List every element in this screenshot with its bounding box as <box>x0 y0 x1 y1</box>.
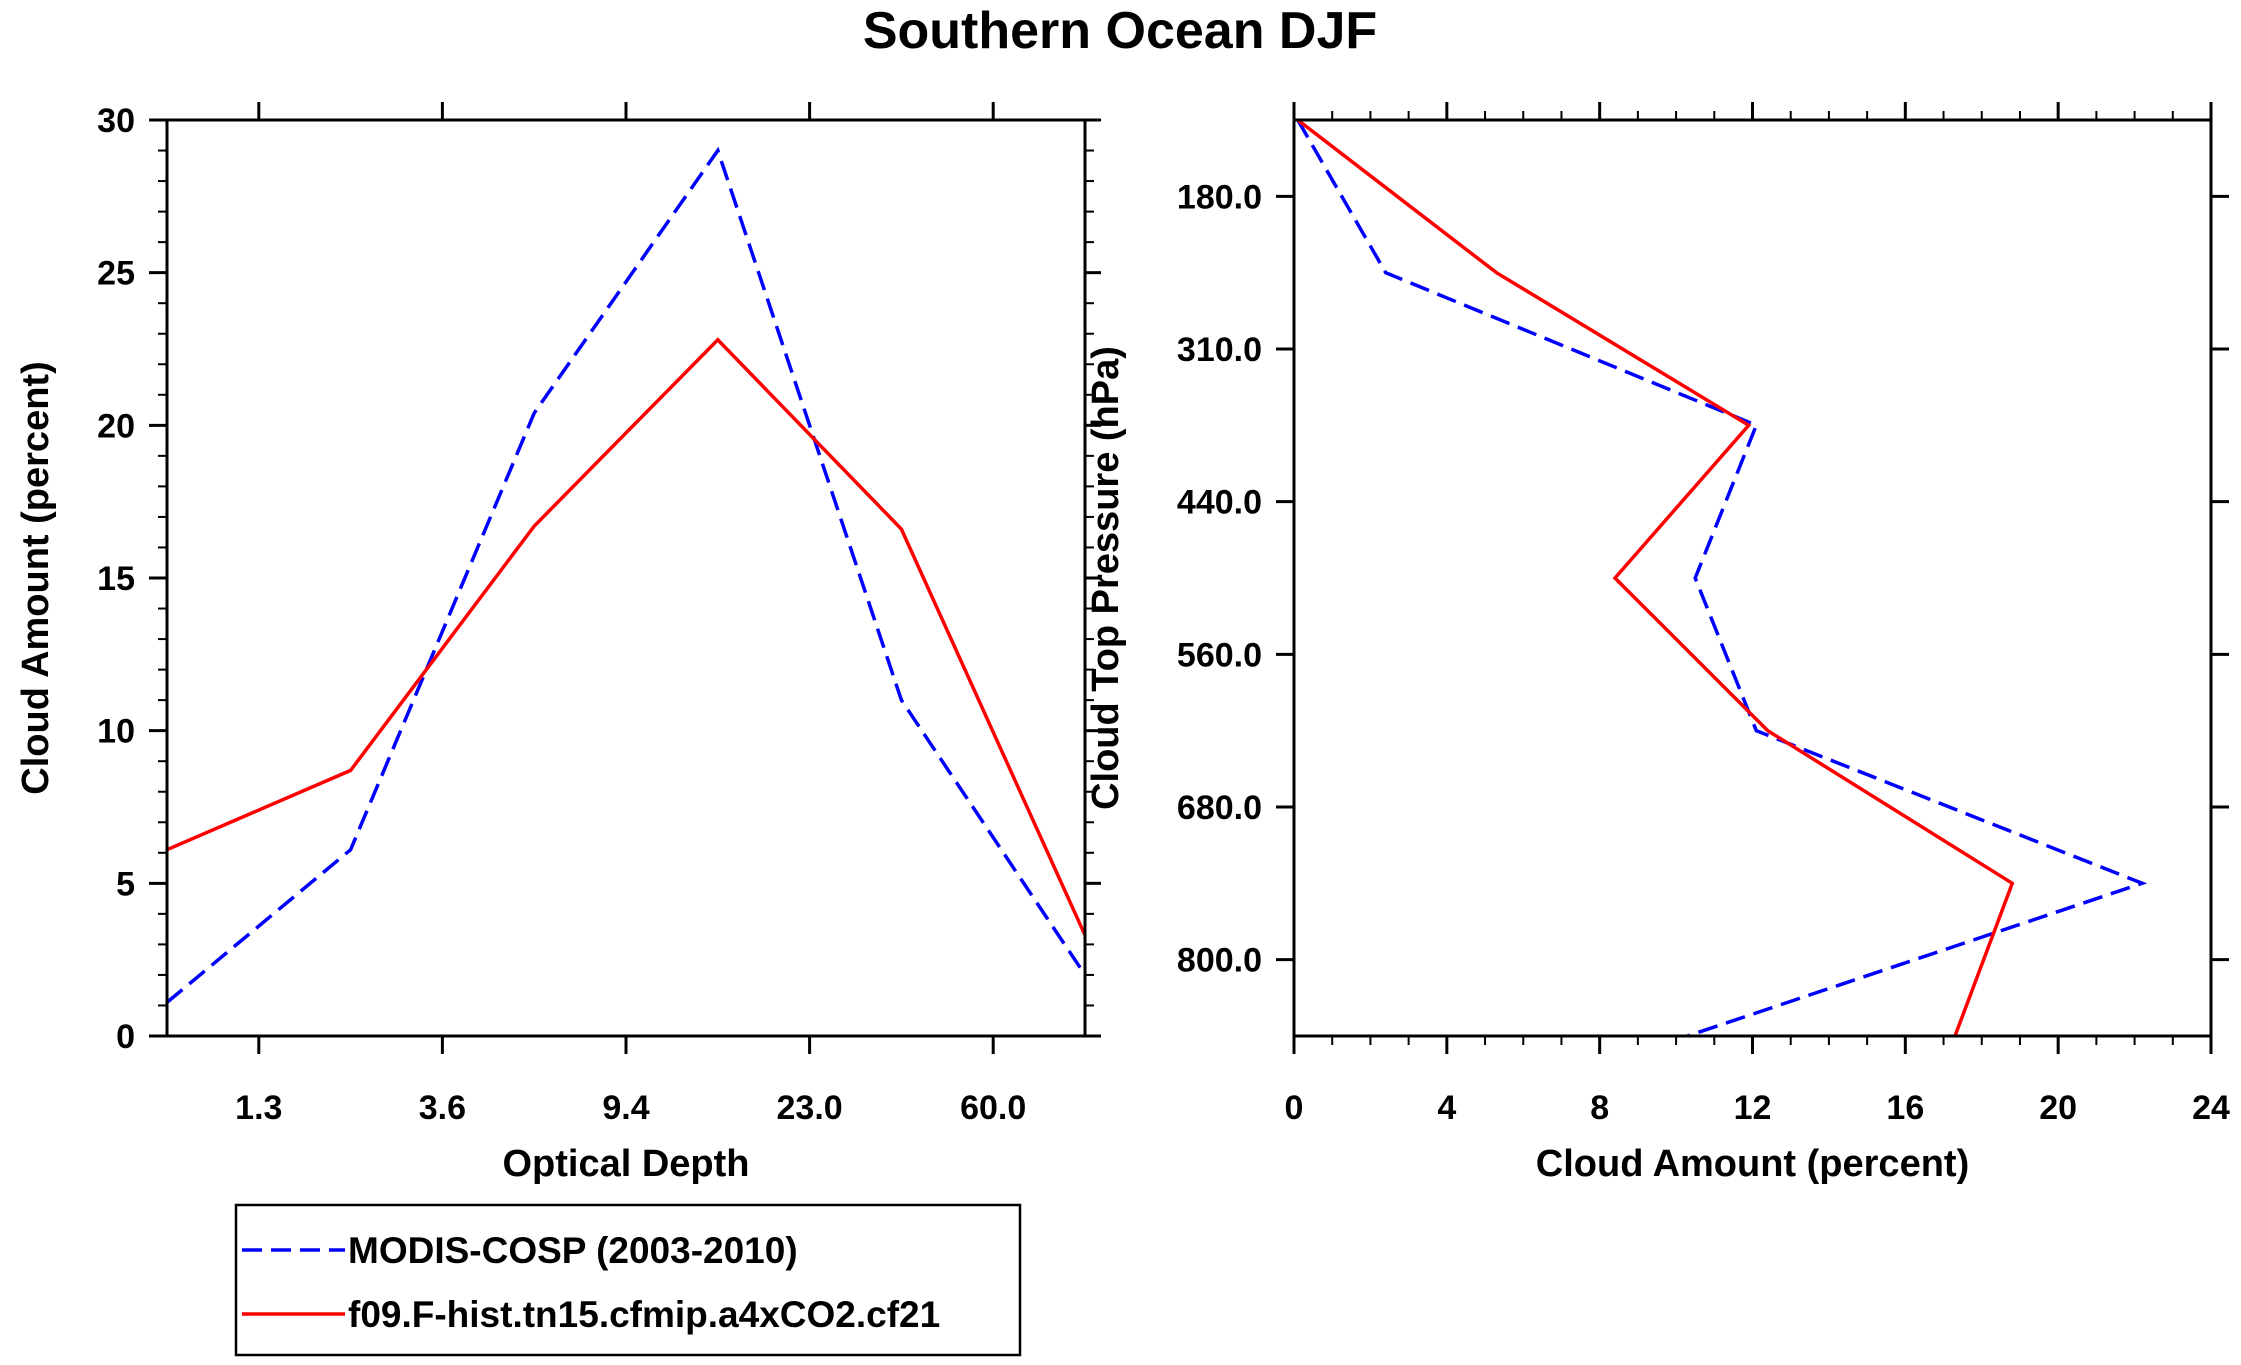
right-y-tick-label: 680.0 <box>1177 789 1262 827</box>
left-x-tick-label: 9.4 <box>602 1089 649 1127</box>
left-tick-marks <box>149 102 1101 1054</box>
left-plot-frame <box>165 118 1087 1038</box>
left-x-tick-label: 60.0 <box>960 1089 1026 1127</box>
left-x-tick-label: 1.3 <box>235 1089 282 1127</box>
right-x-tick-label: 4 <box>1437 1089 1456 1127</box>
legend-box <box>234 1203 1022 1357</box>
left-y-axis-label: Cloud Amount (percent) <box>15 361 57 794</box>
left-panel: 0 5 10 15 20 25 30 1.3 3.6 9.4 23.0 60.0 Optical De… <box>15 102 1101 1185</box>
right-x-tick-label: 8 <box>1590 1089 1609 1127</box>
left-series <box>165 146 1087 1004</box>
right-y-tick-label: 180.0 <box>1177 178 1262 216</box>
left-y-tick-label: 20 <box>97 407 135 445</box>
right-x-tick-label: 20 <box>2039 1089 2077 1127</box>
left-tick-labels: 0 5 10 15 20 25 30 1.3 3.6 9.4 23.0 60.0 <box>97 102 1026 1127</box>
figure-title: Southern Ocean DJF <box>863 2 1377 60</box>
right-tick-marks <box>1276 102 2229 1054</box>
right-series <box>1296 118 2148 1038</box>
right-y-axis-label: Cloud Top Pressure (hPa) <box>1085 346 1127 810</box>
left-y-tick-label: 25 <box>97 255 135 293</box>
right-y-tick-label: 800.0 <box>1177 942 1262 980</box>
legend-label-modis: MODIS-COSP (2003-2010) <box>348 1230 798 1271</box>
left-y-tick-label: 15 <box>97 560 135 598</box>
left-series-line-model <box>166 337 1087 936</box>
right-x-tick-label: 24 <box>2192 1089 2230 1127</box>
left-x-axis-label: Optical Depth <box>502 1143 749 1185</box>
left-x-tick-label: 3.6 <box>419 1089 466 1127</box>
right-y-tick-label: 440.0 <box>1177 484 1262 522</box>
left-y-tick-label: 5 <box>116 865 135 903</box>
right-x-axis-label: Cloud Amount (percent) <box>1536 1143 1969 1185</box>
left-y-tick-label: 10 <box>97 713 135 751</box>
right-tick-labels: 0 4 8 12 16 20 24 180.0 310.0 440.0 560.0 680.0 800.… <box>1177 178 2230 1127</box>
right-panel: 0 4 8 12 16 20 24 180.0 310.0 440.0 560.0 680.0 800.… <box>1085 102 2230 1185</box>
right-x-tick-label: 16 <box>1886 1089 1924 1127</box>
left-y-tick-label: 30 <box>97 102 135 140</box>
right-series-line-obs <box>1296 119 2148 1038</box>
legend: MODIS-COSP (2003-2010) f09.F-hist.tn15.c… <box>234 1203 1022 1357</box>
right-series-line-model <box>1296 118 2015 1037</box>
right-x-tick-label: 12 <box>1734 1089 1772 1127</box>
right-x-tick-label: 0 <box>1285 1089 1304 1127</box>
left-y-tick-label: 0 <box>116 1018 135 1056</box>
left-series-line-obs <box>165 146 1087 1004</box>
right-plot-frame <box>1292 118 2213 1038</box>
left-x-tick-label: 23.0 <box>777 1089 843 1127</box>
right-y-tick-label: 560.0 <box>1177 636 1262 674</box>
right-y-tick-label: 310.0 <box>1177 331 1262 369</box>
legend-label-model: f09.F-hist.tn15.cfmip.a4xCO2.cf21 <box>348 1294 940 1335</box>
